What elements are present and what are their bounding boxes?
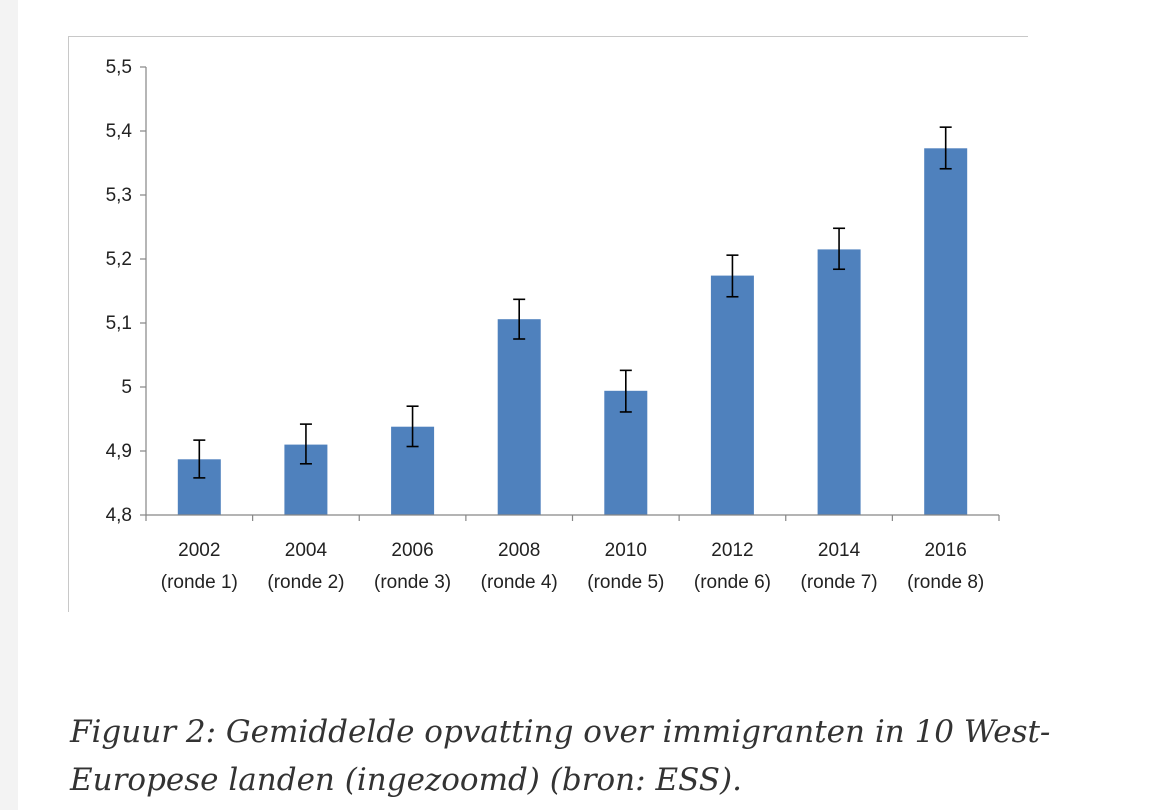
y-tick-label-5: 5 xyxy=(121,377,132,398)
x-label-year-2004: 2004 xyxy=(285,540,328,561)
x-label-round-2014: (ronde 7) xyxy=(801,572,878,593)
bar-2012 xyxy=(710,275,754,515)
x-label-year-2002: 2002 xyxy=(178,540,220,561)
left-margin-strip xyxy=(0,0,18,810)
x-label-year-2006: 2006 xyxy=(391,540,433,561)
x-label-year-2014: 2014 xyxy=(818,540,861,561)
x-label-round-2010: (ronde 5) xyxy=(587,572,664,593)
bar-2016 xyxy=(924,148,968,516)
bar-2014 xyxy=(817,249,861,515)
bar-2008 xyxy=(497,319,541,515)
x-label-year-2012: 2012 xyxy=(711,540,753,561)
x-label-round-2008: (ronde 4) xyxy=(481,572,558,593)
y-tick-label-5,5: 5,5 xyxy=(106,57,132,78)
y-tick-label-4,8: 4,8 xyxy=(106,505,132,526)
x-label-round-2012: (ronde 6) xyxy=(694,572,771,593)
figure-caption: Figuur 2: Gemiddelde opvatting over immi… xyxy=(70,714,1051,798)
x-label-round-2004: (ronde 2) xyxy=(267,572,344,593)
y-tick-label-4,9: 4,9 xyxy=(106,441,132,462)
x-label-year-2008: 2008 xyxy=(498,540,540,561)
y-tick-label-5,4: 5,4 xyxy=(106,121,133,142)
chart-frame: 4,8 4,9 5 5,1 5,2 5,3 5,4 5,5 2002 (ronde 1) 2004 (… xyxy=(68,36,1028,612)
x-label-year-2010: 2010 xyxy=(605,540,647,561)
x-label-round-2006: (ronde 3) xyxy=(374,572,451,593)
y-tick-label-5,3: 5,3 xyxy=(106,185,132,206)
x-label-round-2016: (ronde 8) xyxy=(907,572,984,593)
x-label-round-2002: (ronde 1) xyxy=(161,572,238,593)
bar-chart: 4,8 4,9 5 5,1 5,2 5,3 5,4 5,5 2002 (ronde 1) 2004 (… xyxy=(106,57,1000,593)
x-label-year-2016: 2016 xyxy=(925,540,967,561)
y-tick-label-5,1: 5,1 xyxy=(106,313,132,334)
y-tick-label-5,2: 5,2 xyxy=(106,249,132,270)
